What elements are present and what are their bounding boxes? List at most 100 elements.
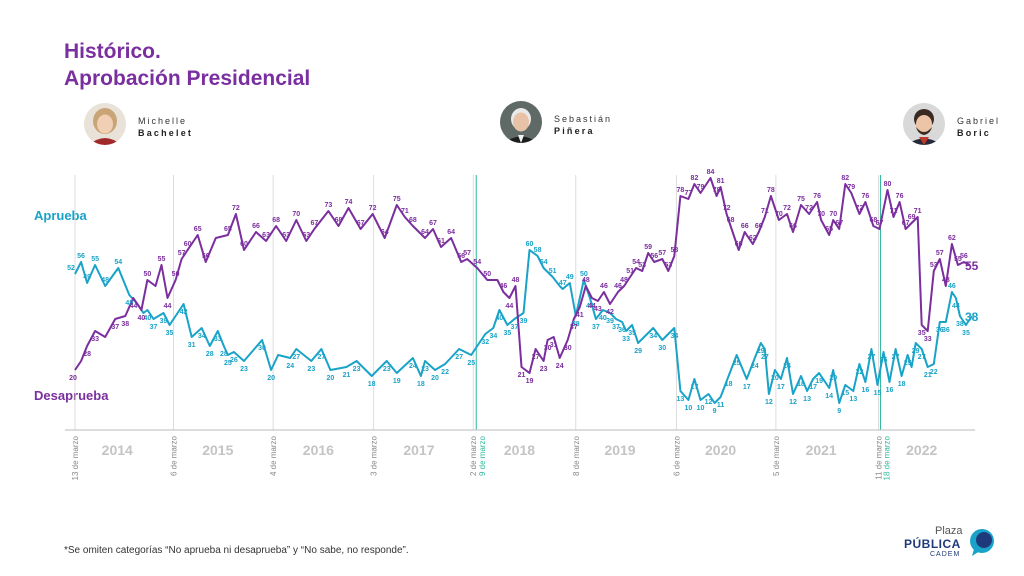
- data-label-desaprueba: 67: [835, 220, 843, 227]
- data-label-desaprueba: 56: [650, 253, 658, 260]
- data-label-aprueba: 9: [837, 408, 841, 415]
- data-label-desaprueba: 21: [518, 372, 526, 379]
- data-label-aprueba: 27: [892, 354, 900, 361]
- data-label-aprueba: 25: [467, 360, 475, 367]
- data-label-desaprueba: 72: [369, 205, 377, 212]
- data-label-aprueba: 54: [540, 259, 548, 266]
- boric-name: Gabriel Boric: [957, 115, 1000, 139]
- data-label-desaprueba: 66: [741, 223, 749, 230]
- data-label-desaprueba: 66: [252, 223, 260, 230]
- data-label-desaprueba: 84: [707, 169, 715, 176]
- data-label-desaprueba: 78: [767, 187, 775, 194]
- data-label-desaprueba: 71: [761, 208, 769, 215]
- logo-bubble-icon: [970, 529, 994, 556]
- data-label-desaprueba: 67: [310, 220, 318, 227]
- data-label-desaprueba: 78: [713, 187, 721, 194]
- data-label-aprueba: 20: [267, 375, 275, 382]
- data-label-aprueba: 12: [705, 399, 713, 406]
- data-label-desaprueba: 46: [600, 283, 608, 290]
- data-label-desaprueba: 62: [948, 235, 956, 242]
- data-label-desaprueba: 72: [805, 205, 813, 212]
- data-label-aprueba: 60: [526, 241, 534, 248]
- date-label: 4 de marzo: [269, 435, 278, 476]
- data-label-desaprueba: 44: [506, 303, 514, 310]
- data-label-aprueba: 11: [717, 402, 725, 409]
- data-label-aprueba: 23: [353, 366, 361, 373]
- data-label-desaprueba: 67: [876, 220, 884, 227]
- data-label-aprueba: 18: [417, 381, 425, 388]
- data-label-aprueba: 18: [898, 381, 906, 388]
- date-label: 2 de marzo: [469, 435, 478, 476]
- data-label-aprueba: 29: [634, 348, 642, 355]
- data-label-desaprueba: 56: [960, 253, 968, 260]
- data-label-desaprueba: 20: [69, 375, 77, 382]
- data-label-aprueba: 37: [150, 324, 158, 331]
- data-label-aprueba: 58: [534, 247, 542, 254]
- data-label-desaprueba: 76: [861, 193, 869, 200]
- data-label-desaprueba: 50: [172, 271, 180, 278]
- data-label-desaprueba: 48: [512, 277, 520, 284]
- data-label-aprueba: 40: [144, 315, 152, 322]
- data-label-desaprueba: 79: [847, 184, 855, 191]
- year-label: 2020: [705, 442, 736, 458]
- data-label-aprueba: 49: [566, 274, 574, 281]
- data-label-desaprueba: 67: [429, 220, 437, 227]
- data-label-aprueba: 33: [214, 336, 222, 343]
- title-line-2: Aprobación Presidencial: [64, 67, 311, 90]
- data-label-aprueba: 47: [559, 280, 567, 287]
- data-label-aprueba: 23: [421, 366, 429, 373]
- end-label-desaprueba: 55: [965, 259, 979, 273]
- data-label-aprueba: 29: [912, 348, 920, 355]
- data-label-desaprueba: 64: [447, 229, 455, 236]
- data-label-desaprueba: 35: [918, 330, 926, 337]
- logo-line-3: CADEM: [930, 551, 961, 558]
- data-label-aprueba: 28: [220, 351, 228, 358]
- data-label-desaprueba: 40: [137, 315, 145, 322]
- data-label-desaprueba: 54: [473, 259, 481, 266]
- data-label-desaprueba: 64: [421, 229, 429, 236]
- data-label-aprueba: 19: [393, 378, 401, 385]
- date-label: 11 de marzo: [874, 435, 883, 479]
- data-label-desaprueba: 72: [232, 205, 240, 212]
- data-label-aprueba: 17: [777, 384, 785, 391]
- data-label-desaprueba: 44: [164, 303, 172, 310]
- year-label: 2019: [604, 442, 635, 458]
- data-label-aprueba: 48: [101, 277, 109, 284]
- data-label-desaprueba: 67: [902, 220, 910, 227]
- data-label-aprueba: 22: [930, 369, 938, 376]
- data-label-desaprueba: 61: [437, 238, 445, 245]
- data-label-desaprueba: 24: [556, 363, 564, 370]
- data-label-aprueba: 24: [751, 363, 759, 370]
- logo-line-2: PÚBLICA: [904, 537, 961, 551]
- data-label-aprueba: 23: [240, 366, 248, 373]
- data-label-desaprueba: 74: [345, 199, 353, 206]
- data-label-aprueba: 32: [481, 339, 489, 346]
- data-label-desaprueba: 57: [936, 250, 944, 257]
- data-label-desaprueba: 81: [717, 178, 725, 185]
- data-label-aprueba: 30: [258, 345, 266, 352]
- date-label: 13 de marzo: [71, 435, 80, 480]
- data-label-desaprueba: 65: [194, 226, 202, 233]
- data-label-aprueba: 50: [580, 271, 588, 278]
- date-label: 18 de marzo: [882, 435, 891, 480]
- data-label-desaprueba: 19: [526, 378, 534, 385]
- date-label: 6 de marzo: [170, 435, 179, 476]
- data-label-aprueba: 19: [815, 378, 823, 385]
- data-label-desaprueba: 65: [825, 226, 833, 233]
- data-label-desaprueba: 55: [954, 256, 962, 263]
- boric-first: Gabriel: [957, 116, 1001, 126]
- data-label-aprueba: 42: [180, 309, 188, 316]
- data-label-desaprueba: 41: [576, 312, 584, 319]
- data-label-aprueba: 39: [520, 318, 528, 325]
- data-label-desaprueba: 76: [813, 193, 821, 200]
- data-label-desaprueba: 66: [755, 223, 763, 230]
- data-label-desaprueba: 62: [749, 235, 757, 242]
- data-label-desaprueba: 63: [302, 232, 310, 239]
- series-line-aprueba: [74, 249, 973, 404]
- data-label-desaprueba: 46: [614, 283, 622, 290]
- data-label-aprueba: 33: [622, 336, 630, 343]
- data-label-desaprueba: 27: [532, 354, 540, 361]
- data-label-desaprueba: 37: [111, 324, 119, 331]
- year-label: 2017: [403, 442, 434, 458]
- data-label-aprueba: 29: [757, 348, 765, 355]
